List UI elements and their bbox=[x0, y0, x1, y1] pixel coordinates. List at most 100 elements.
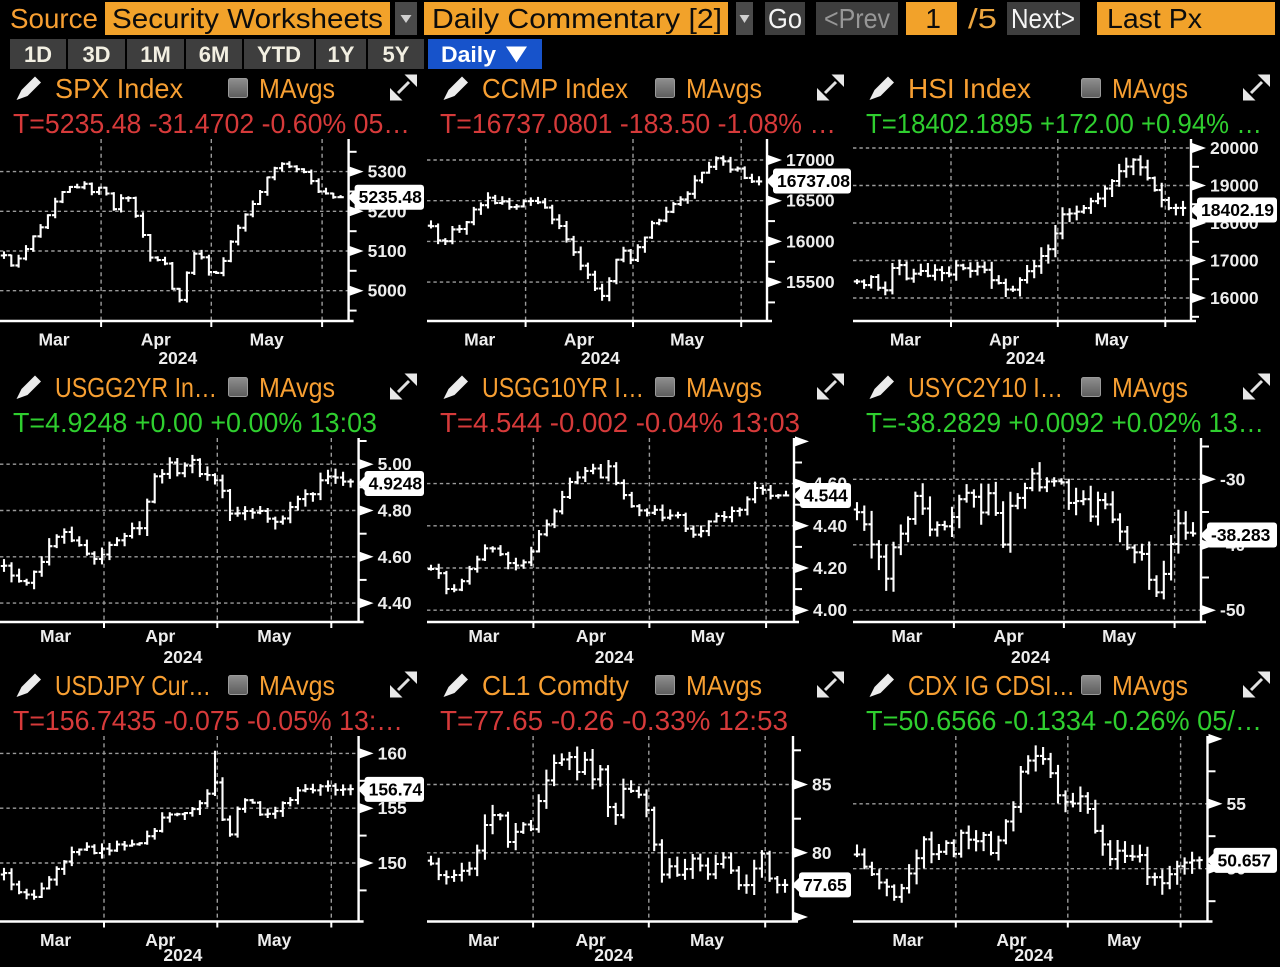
svg-text:MAvgs: MAvgs bbox=[259, 372, 335, 403]
svg-text:May: May bbox=[250, 330, 284, 350]
svg-text:Mar: Mar bbox=[464, 330, 495, 350]
svg-text:1M: 1M bbox=[140, 42, 171, 67]
svg-text:MAvgs: MAvgs bbox=[686, 372, 762, 403]
svg-text:4.9248: 4.9248 bbox=[369, 473, 423, 493]
svg-text:Next>: Next> bbox=[1011, 3, 1075, 34]
svg-text:15500: 15500 bbox=[786, 272, 835, 292]
svg-text:May: May bbox=[690, 930, 724, 950]
svg-text:155: 155 bbox=[378, 798, 407, 818]
svg-text:T=-38.2829 +0.0092 +0.02% 13…: T=-38.2829 +0.0092 +0.02% 13… bbox=[866, 407, 1264, 438]
svg-text:Mar: Mar bbox=[468, 626, 499, 646]
svg-text:-38.283: -38.283 bbox=[1211, 525, 1271, 545]
svg-text:Apr: Apr bbox=[994, 626, 1024, 646]
svg-text:SPX Index: SPX Index bbox=[55, 73, 183, 104]
svg-text:YTD: YTD bbox=[257, 42, 301, 67]
svg-text:5.00: 5.00 bbox=[378, 454, 412, 474]
svg-text:T=16737.0801 -183.50 -1.08% …: T=16737.0801 -183.50 -1.08% … bbox=[440, 108, 836, 139]
svg-text:Mar: Mar bbox=[40, 626, 71, 646]
svg-text:2024: 2024 bbox=[163, 945, 202, 965]
svg-text:4.00: 4.00 bbox=[813, 600, 847, 620]
svg-text:150: 150 bbox=[378, 853, 407, 873]
svg-text:MAvgs: MAvgs bbox=[686, 670, 762, 701]
svg-text:Mar: Mar bbox=[893, 930, 924, 950]
svg-text:4.80: 4.80 bbox=[378, 500, 412, 520]
svg-text:T=4.544 -0.002 -0.04% 13:03: T=4.544 -0.002 -0.04% 13:03 bbox=[440, 407, 800, 438]
svg-text:16000: 16000 bbox=[1210, 288, 1259, 308]
svg-text:2024: 2024 bbox=[581, 348, 620, 368]
svg-text:4.544: 4.544 bbox=[804, 485, 848, 505]
svg-text:May: May bbox=[1102, 626, 1136, 646]
svg-text:CCMP Index: CCMP Index bbox=[482, 73, 628, 104]
svg-text:USGG10YR I…: USGG10YR I… bbox=[482, 372, 644, 403]
svg-text:1Y: 1Y bbox=[328, 42, 355, 67]
svg-text:4.40: 4.40 bbox=[378, 593, 412, 613]
svg-text:USYC2Y10 I…: USYC2Y10 I… bbox=[908, 372, 1063, 403]
svg-text:Apr: Apr bbox=[145, 626, 175, 646]
svg-text:May: May bbox=[257, 626, 291, 646]
svg-text:2024: 2024 bbox=[594, 945, 633, 965]
svg-text:MAvgs: MAvgs bbox=[259, 73, 335, 104]
svg-text:20000: 20000 bbox=[1210, 138, 1259, 158]
svg-text:17000: 17000 bbox=[1210, 251, 1259, 271]
svg-text:<Prev: <Prev bbox=[824, 3, 890, 34]
svg-text:5Y: 5Y bbox=[383, 42, 410, 67]
svg-text:CDX IG CDSI…: CDX IG CDSI… bbox=[908, 670, 1075, 701]
svg-text:16737.08: 16737.08 bbox=[777, 171, 850, 191]
svg-text:T=4.9248 +0.00 +0.00% 13:03: T=4.9248 +0.00 +0.00% 13:03 bbox=[13, 407, 377, 438]
svg-text:CL1 Comdty: CL1 Comdty bbox=[482, 670, 629, 701]
svg-text:Mar: Mar bbox=[38, 330, 69, 350]
svg-text:4.40: 4.40 bbox=[813, 515, 847, 535]
svg-text:May: May bbox=[1107, 930, 1141, 950]
svg-text:16500: 16500 bbox=[786, 191, 835, 211]
svg-text:2024: 2024 bbox=[158, 348, 197, 368]
svg-text:5300: 5300 bbox=[368, 162, 407, 182]
svg-text:May: May bbox=[690, 626, 724, 646]
svg-text:May: May bbox=[670, 330, 704, 350]
svg-text:19000: 19000 bbox=[1210, 176, 1259, 196]
svg-text:50.657: 50.657 bbox=[1218, 850, 1272, 870]
svg-text:2024: 2024 bbox=[594, 647, 633, 667]
svg-text:5000: 5000 bbox=[368, 281, 407, 301]
svg-text:/5: /5 bbox=[968, 3, 997, 34]
svg-text:2024: 2024 bbox=[1006, 348, 1045, 368]
svg-text:1: 1 bbox=[925, 3, 941, 34]
svg-text:MAvgs: MAvgs bbox=[1112, 670, 1188, 701]
svg-text:2024: 2024 bbox=[1015, 945, 1054, 965]
svg-text:USGG2YR In…: USGG2YR In… bbox=[55, 372, 217, 403]
svg-text:Mar: Mar bbox=[468, 930, 499, 950]
svg-text:Apr: Apr bbox=[564, 330, 594, 350]
svg-text:6M: 6M bbox=[199, 42, 230, 67]
svg-text:Apr: Apr bbox=[575, 930, 605, 950]
svg-text:MAvgs: MAvgs bbox=[686, 73, 762, 104]
svg-text:HSI Index: HSI Index bbox=[908, 73, 1031, 104]
svg-text:USDJPY Cur…: USDJPY Cur… bbox=[55, 670, 211, 701]
svg-text:Daily Commentary [2]: Daily Commentary [2] bbox=[432, 3, 722, 34]
svg-text:5100: 5100 bbox=[368, 241, 407, 261]
svg-text:85: 85 bbox=[812, 775, 832, 795]
svg-text:Apr: Apr bbox=[989, 330, 1019, 350]
svg-text:May: May bbox=[257, 930, 291, 950]
svg-text:5235.48: 5235.48 bbox=[359, 187, 423, 207]
svg-text:Go: Go bbox=[768, 3, 802, 34]
svg-text:4.60: 4.60 bbox=[378, 546, 412, 566]
svg-text:Security Worksheets: Security Worksheets bbox=[112, 3, 383, 34]
svg-text:2024: 2024 bbox=[163, 647, 202, 667]
svg-text:156.74: 156.74 bbox=[369, 779, 423, 799]
svg-text:Mar: Mar bbox=[40, 930, 71, 950]
svg-text:2024: 2024 bbox=[1011, 647, 1050, 667]
svg-text:18402.19: 18402.19 bbox=[1201, 200, 1274, 220]
svg-text:80: 80 bbox=[812, 843, 832, 863]
svg-text:-50: -50 bbox=[1220, 600, 1246, 620]
svg-text:T=156.7435 -0.075 -0.05% 13:…: T=156.7435 -0.075 -0.05% 13:… bbox=[13, 705, 403, 736]
svg-text:1D: 1D bbox=[24, 42, 52, 67]
svg-text:May: May bbox=[1095, 330, 1129, 350]
svg-text:Mar: Mar bbox=[892, 626, 923, 646]
svg-text:Source: Source bbox=[10, 3, 98, 34]
svg-text:16000: 16000 bbox=[786, 231, 835, 251]
svg-text:17000: 17000 bbox=[786, 150, 835, 170]
svg-text:Daily: Daily bbox=[441, 42, 497, 67]
svg-text:Mar: Mar bbox=[890, 330, 921, 350]
svg-text:3D: 3D bbox=[82, 42, 110, 67]
svg-text:77.65: 77.65 bbox=[803, 875, 847, 895]
svg-text:Apr: Apr bbox=[145, 930, 175, 950]
